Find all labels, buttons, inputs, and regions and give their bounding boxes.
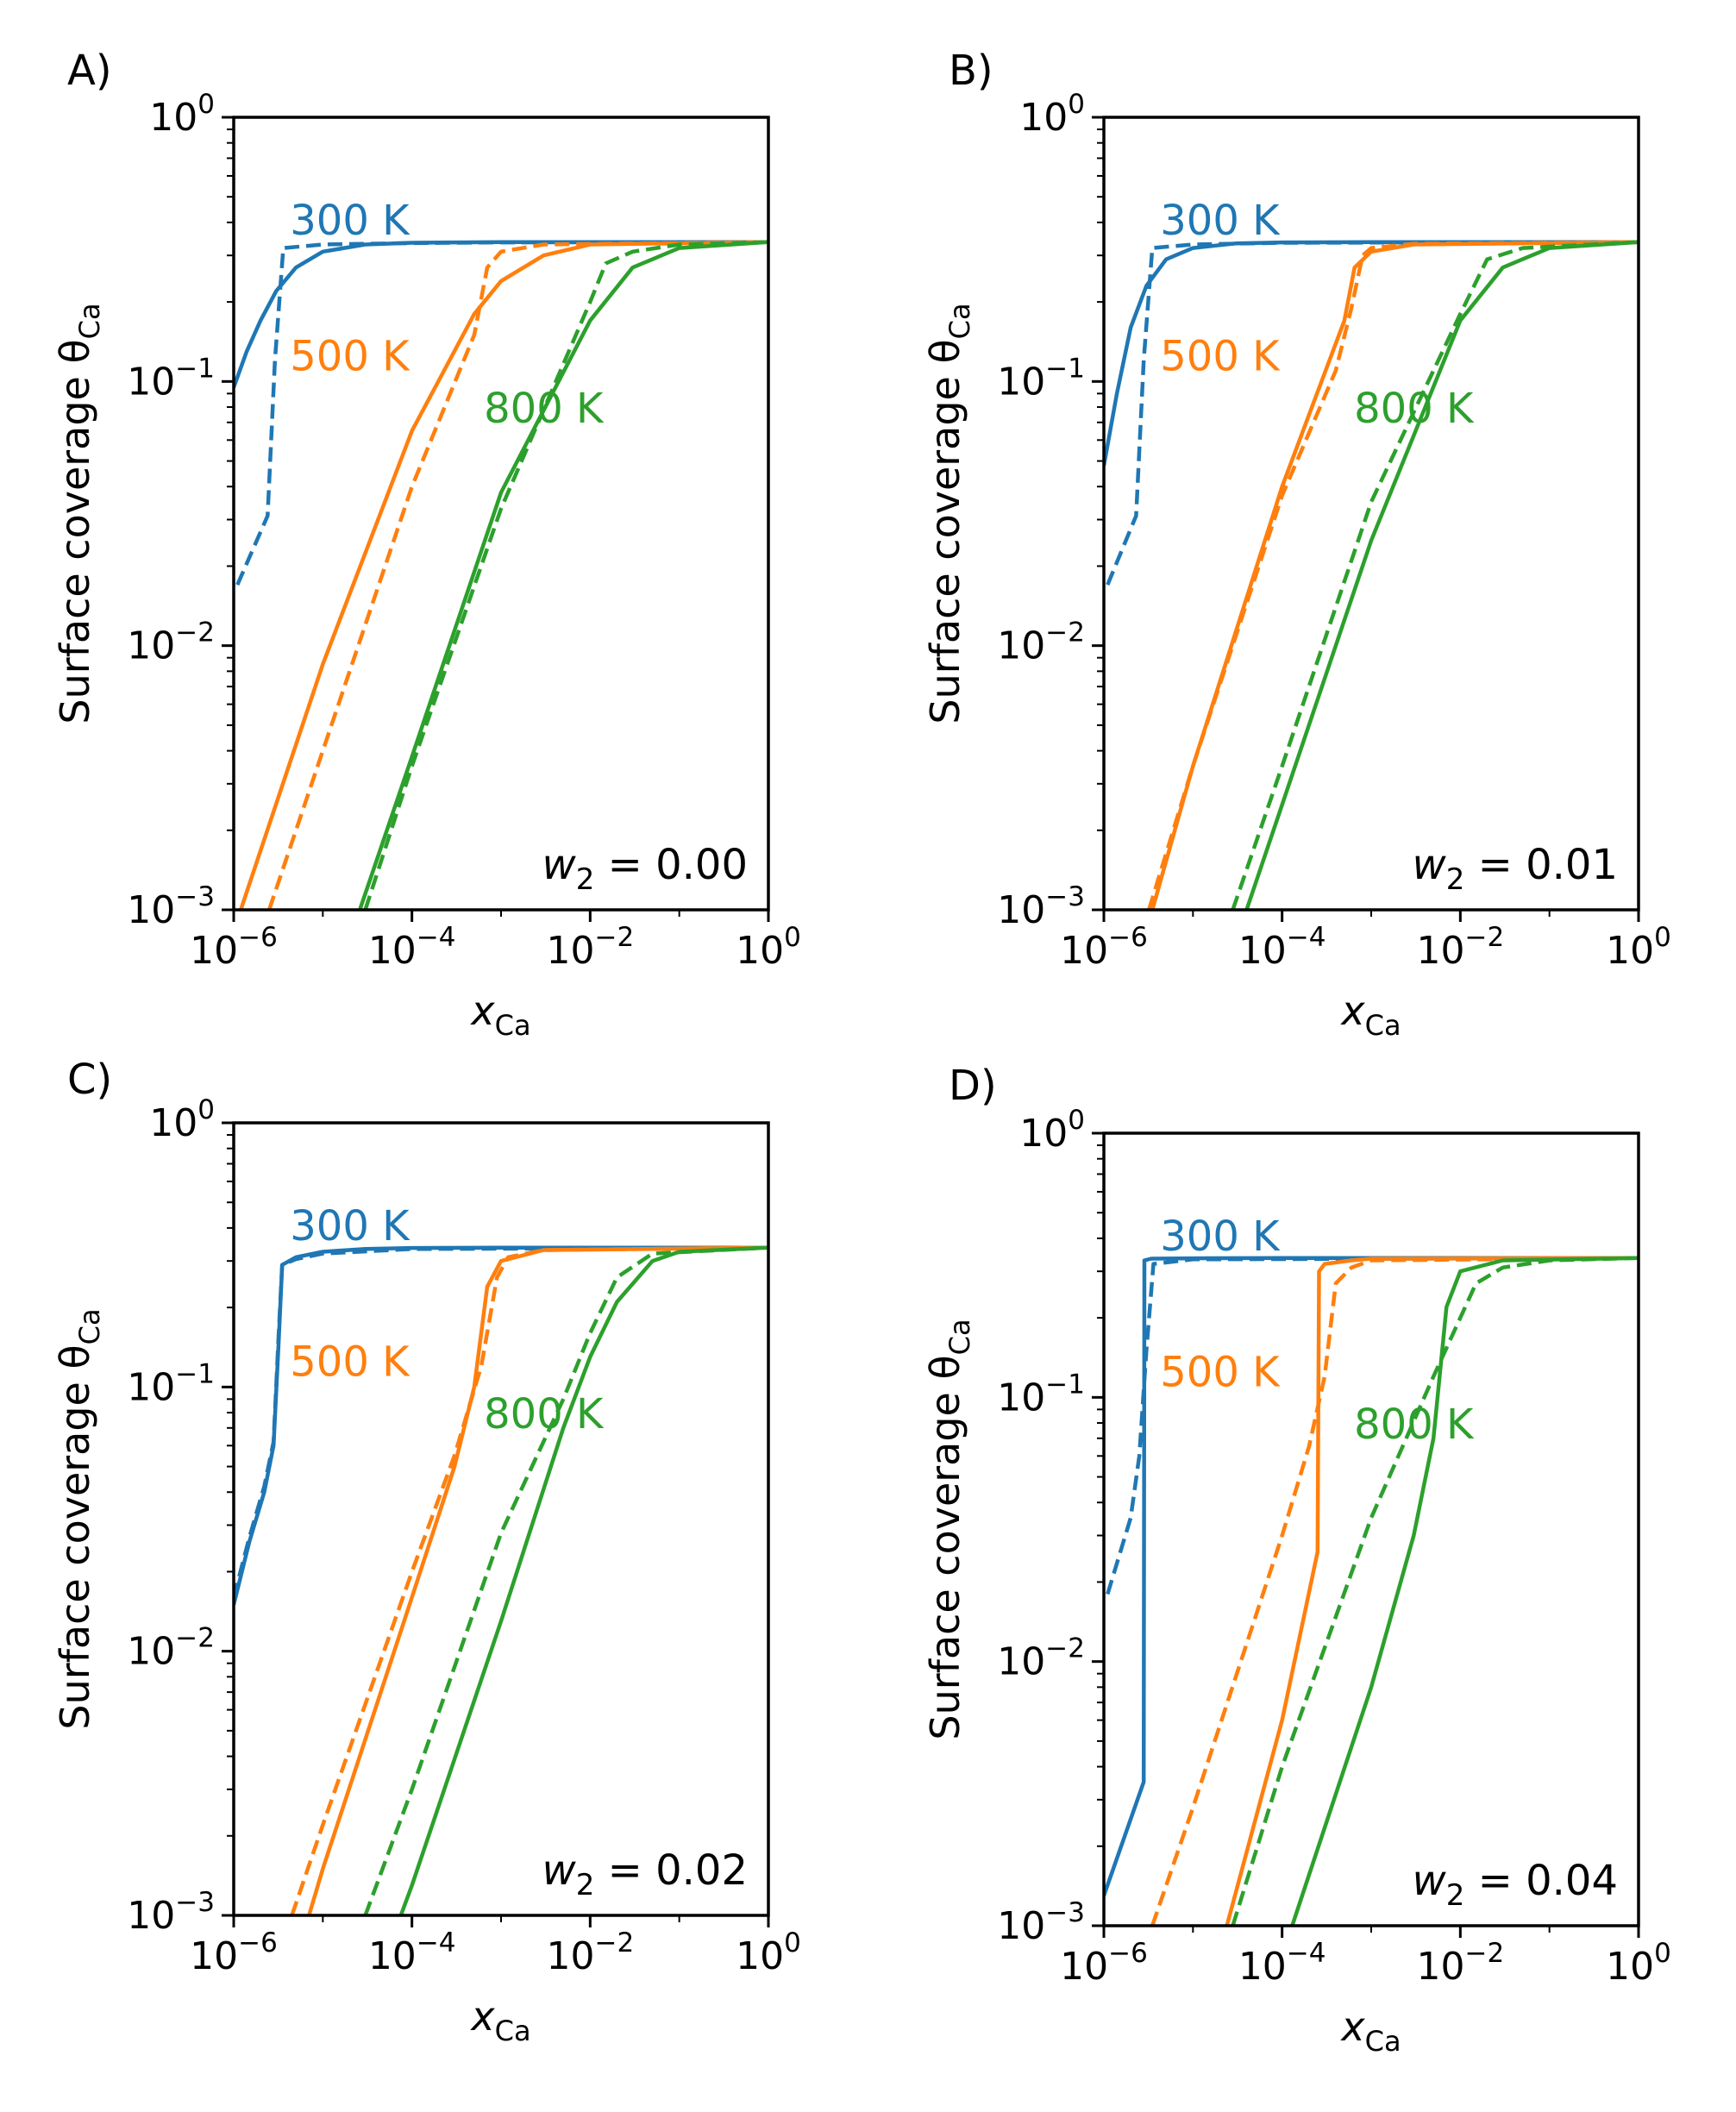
series-label-300k: 300 K <box>1160 1213 1281 1261</box>
series-line-300k-dashed <box>234 1245 768 1598</box>
y-axis-label: Surface coverage θCa <box>922 303 976 724</box>
y-tick-label: 10−1 <box>997 1369 1085 1419</box>
y-tick-label: 10−1 <box>127 353 215 404</box>
x-tick-label: 10−2 <box>546 1927 634 1978</box>
x-tick-label: 10−2 <box>1416 1938 1504 1989</box>
series-line-500k-solid <box>239 240 768 910</box>
series-line-800k-solid <box>1244 240 1639 910</box>
y-tick-label: 10−3 <box>997 881 1085 932</box>
x-tick-label: 10−4 <box>1238 1938 1326 1989</box>
w2-annotation: w2 = 0.02 <box>542 1846 748 1902</box>
series-label-800k: 800 K <box>484 385 605 433</box>
panel-label: D) <box>949 1062 997 1110</box>
series-line-800k-dashed <box>363 240 768 910</box>
series-label-300k: 300 K <box>290 197 410 245</box>
w2-annotation: w2 = 0.01 <box>1412 841 1618 897</box>
x-tick-label: 10−6 <box>190 1927 278 1978</box>
y-axis-label: Surface coverage θCa <box>52 303 106 724</box>
y-tick-label: 10−2 <box>127 617 215 668</box>
w2-annotation: w2 = 0.00 <box>542 841 748 897</box>
chart-panel-3: 10−6 10−4 10−2 100 10−3 10−2 10−1 100 xCa Surface… <box>52 1056 801 2047</box>
series-line-500k-solid <box>1225 1256 1639 1926</box>
series-line-500k-dashed <box>290 1245 768 1915</box>
y-tick-label: 10−3 <box>127 1887 215 1938</box>
panel-label: C) <box>67 1056 112 1104</box>
series-line-500k-dashed <box>1147 240 1639 910</box>
y-tick-label: 10−1 <box>127 1358 215 1409</box>
x-tick-label: 10−2 <box>1416 922 1504 973</box>
y-tick-label: 10−3 <box>997 1897 1085 1948</box>
x-tick-label: 100 <box>1606 922 1671 973</box>
panel-label: A) <box>67 47 112 95</box>
series-line-800k-dashed <box>363 1245 768 1915</box>
chart-panel-2: 10−6 10−4 10−2 100 10−3 10−2 10−1 100 xCa Surface… <box>922 47 1671 1042</box>
series-line-800k-solid <box>398 1245 768 1915</box>
y-axis-label: Surface coverage θCa <box>922 1319 976 1739</box>
series-label-500k: 500 K <box>1160 333 1281 381</box>
series-label-800k: 800 K <box>1354 385 1475 433</box>
y-axis-label: Surface coverage θCa <box>52 1308 106 1729</box>
x-axis-label: xCa <box>469 987 530 1042</box>
series-line-500k-dashed <box>1150 1256 1639 1926</box>
x-tick-label: 100 <box>736 1927 801 1978</box>
series-label-800k: 800 K <box>1354 1401 1475 1449</box>
series-label-300k: 300 K <box>1160 197 1281 245</box>
x-tick-label: 10−4 <box>368 1927 456 1978</box>
x-tick-label: 10−6 <box>1060 1938 1148 1989</box>
x-tick-label: 10−6 <box>190 922 278 973</box>
y-tick-label: 100 <box>1019 1105 1085 1156</box>
x-tick-label: 100 <box>1606 1938 1671 1989</box>
series-line-500k-dashed <box>266 240 768 910</box>
series-label-300k: 300 K <box>290 1202 410 1250</box>
y-tick-label: 10−3 <box>127 881 215 932</box>
series-label-500k: 500 K <box>290 333 410 381</box>
x-tick-label: 10−2 <box>546 922 634 973</box>
chart-panel-1: 10−6 10−4 10−2 100 10−3 10−2 10−1 100 xCa Surface… <box>52 47 801 1042</box>
series-line-800k-solid <box>1290 1256 1639 1926</box>
y-tick-label: 100 <box>1019 89 1085 140</box>
series-line-800k-solid <box>358 240 768 910</box>
x-tick-label: 100 <box>736 922 801 973</box>
y-tick-label: 10−2 <box>127 1623 215 1674</box>
series-line-300k-dashed <box>1106 1256 1639 1595</box>
series-line-800k-dashed <box>1231 240 1639 910</box>
chart-panel-4: 10−6 10−4 10−2 100 10−3 10−2 10−1 100 xCa Surface… <box>922 1062 1671 2058</box>
x-tick-label: 10−6 <box>1060 922 1148 973</box>
series-label-500k: 500 K <box>1160 1349 1281 1397</box>
y-tick-label: 10−2 <box>997 617 1085 668</box>
series-line-300k-dashed <box>235 240 768 586</box>
series-line-300k-dashed <box>1106 240 1639 586</box>
x-axis-label: xCa <box>469 1993 530 2047</box>
x-axis-label: xCa <box>1339 987 1401 1042</box>
y-tick-label: 10−1 <box>997 353 1085 404</box>
y-tick-label: 100 <box>149 1094 215 1145</box>
series-label-500k: 500 K <box>290 1338 410 1387</box>
panel-label: B) <box>949 47 993 95</box>
y-tick-label: 10−2 <box>997 1633 1085 1684</box>
x-axis-label: xCa <box>1339 2003 1401 2058</box>
x-tick-label: 10−4 <box>1238 922 1326 973</box>
y-tick-label: 100 <box>149 89 215 140</box>
x-tick-label: 10−4 <box>368 922 456 973</box>
w2-annotation: w2 = 0.04 <box>1412 1857 1618 1913</box>
series-label-800k: 800 K <box>484 1390 605 1438</box>
series-line-800k-dashed <box>1231 1256 1639 1926</box>
